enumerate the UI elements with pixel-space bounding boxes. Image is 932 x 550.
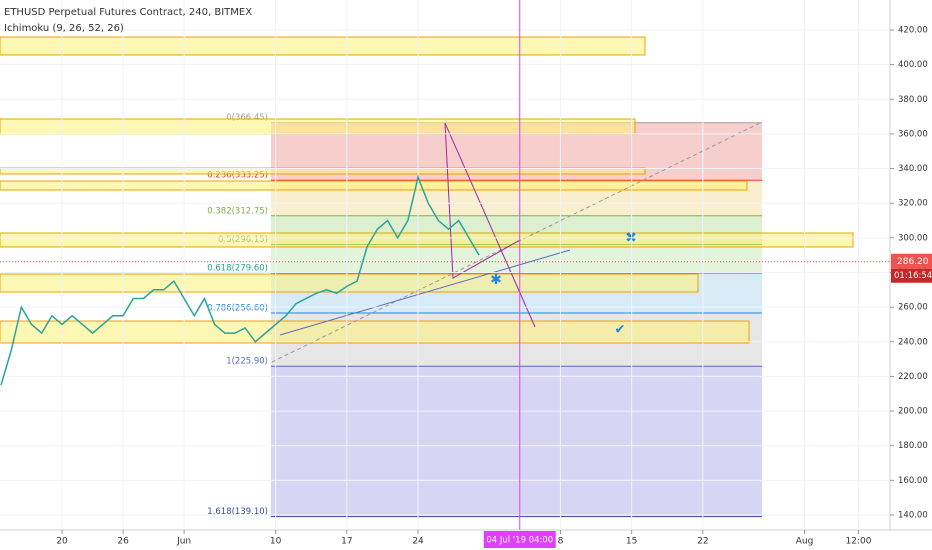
- y-tick-label: 200.00: [898, 407, 928, 417]
- y-tick-label: 180.00: [898, 441, 928, 451]
- x-tick-label: 8: [558, 537, 564, 547]
- x-tick-label: 10: [270, 537, 282, 547]
- x-tick-label: 22: [697, 537, 708, 547]
- zone: [0, 273, 699, 293]
- icon: ✱: [490, 272, 502, 288]
- fib-label: 1.618(139.10): [207, 507, 268, 517]
- trend-line: [279, 249, 571, 336]
- icon: ✔: [615, 323, 626, 338]
- x-tick-label: Aug: [796, 537, 814, 547]
- chart-title: ETHUSD Perpetual Futures Contract, 240, …: [4, 7, 252, 18]
- price-line: [0, 174, 480, 386]
- x-tick-label: 26: [117, 537, 129, 547]
- y-tick-label: 340.00: [898, 164, 928, 174]
- y-tick-label: 240.00: [898, 337, 928, 347]
- y-tick-label: 400.00: [898, 60, 928, 70]
- fib-label: 1(225.90): [226, 357, 268, 367]
- y-tick-label: 220.00: [898, 372, 928, 382]
- y-tick-label: 420.00: [898, 25, 928, 35]
- x-tick-label: 15: [626, 537, 637, 547]
- y-tick-label: 140.00: [898, 511, 928, 521]
- price-tag: 286.20: [897, 257, 929, 267]
- support-zones: [0, 36, 854, 344]
- x-tick-label: 17: [341, 537, 352, 547]
- y-tick-label: 160.00: [898, 476, 928, 486]
- zone: [0, 167, 646, 175]
- fib-label: 0.236(333.25): [207, 171, 268, 181]
- zone: [0, 118, 636, 135]
- fib-label: 0.786(256.60): [207, 304, 268, 314]
- price-tag-bg: [891, 253, 932, 269]
- y-tick-label: 320.00: [898, 199, 928, 209]
- cursor-label-bg: [483, 531, 556, 548]
- countdown: 01:16:54: [894, 271, 932, 281]
- cursor-label: 04 Jul '19 04:00: [486, 536, 553, 546]
- plot: [0, 0, 890, 530]
- countdown-bg: [891, 268, 932, 283]
- zone: [0, 232, 854, 248]
- fib-retracement: 0(366.45)0.236(333.25)0.382(312.75)0.5(2…: [207, 113, 762, 518]
- indicator-label: Ichimoku (9, 26, 52, 26): [4, 23, 124, 34]
- axes: 140.00160.00180.00200.00220.00240.00260.…: [56, 25, 932, 548]
- y-tick-label: 260.00: [898, 303, 928, 313]
- x-tick-label: 12:00: [845, 537, 871, 547]
- x-tick-label: 24: [412, 537, 424, 547]
- fib-label: 0(366.45): [226, 113, 268, 123]
- zone: [0, 180, 748, 191]
- x-tick-label: 20: [56, 537, 68, 547]
- trend-line: [444, 122, 521, 279]
- fib-zone: [271, 244, 762, 274]
- y-tick-label: 300.00: [898, 233, 928, 243]
- x-tick-label: Jun: [176, 537, 191, 547]
- fib-label: 0.618(279.60): [207, 264, 268, 274]
- zone: [0, 36, 646, 56]
- y-tick-label: 380.00: [898, 95, 928, 105]
- y-tick-label: 360.00: [898, 129, 928, 139]
- fib-zone: [271, 366, 762, 517]
- fib-label: 0.382(312.75): [207, 206, 268, 216]
- zone: [0, 320, 750, 344]
